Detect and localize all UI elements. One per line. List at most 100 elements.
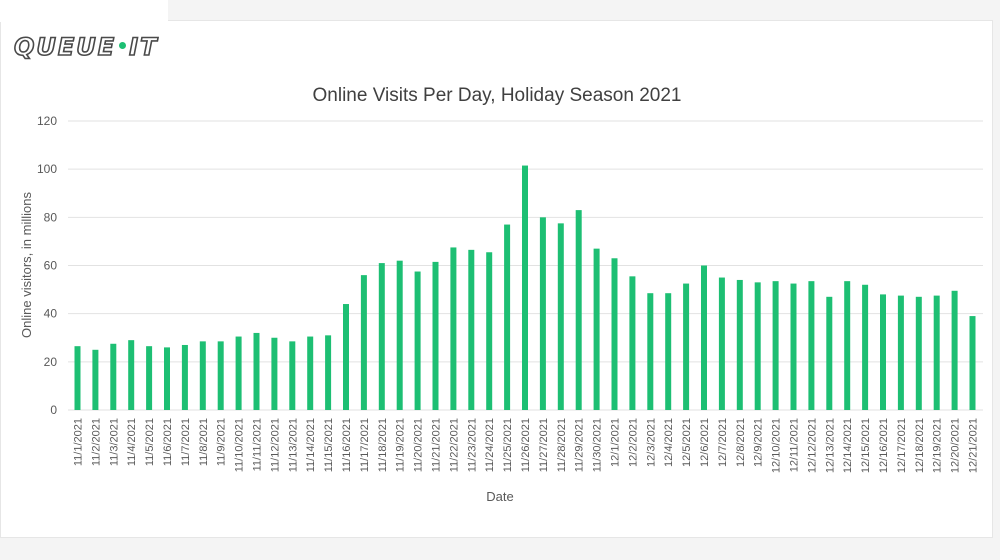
x-tick-label: 11/28/2021 — [556, 418, 568, 472]
y-tick-label: 60 — [44, 259, 58, 273]
bar — [181, 344, 188, 410]
bar — [772, 281, 779, 410]
bar — [826, 296, 833, 410]
x-tick-label: 12/7/2021 — [717, 418, 729, 467]
y-tick-label: 40 — [44, 307, 58, 321]
bar — [450, 247, 457, 410]
logo-dot-icon — [119, 41, 127, 49]
logo-text-right: IT — [128, 32, 159, 62]
x-tick-label: 12/8/2021 — [735, 418, 747, 467]
x-tick-label: 12/3/2021 — [645, 418, 657, 467]
bar — [378, 263, 385, 410]
y-tick-label: 20 — [44, 355, 58, 369]
bar — [396, 260, 403, 410]
x-tick-label: 11/30/2021 — [592, 418, 604, 472]
bar — [468, 249, 475, 410]
x-tick-label: 12/2/2021 — [627, 418, 639, 467]
x-tick-label: 11/12/2021 — [269, 418, 281, 472]
bar — [701, 265, 707, 410]
x-tick-label: 11/24/2021 — [484, 418, 496, 472]
bar — [307, 336, 314, 410]
bar — [933, 295, 940, 410]
x-tick-label: 12/1/2021 — [610, 418, 622, 467]
x-tick-label: 12/13/2021 — [824, 418, 836, 473]
bar — [110, 343, 117, 410]
bar — [128, 340, 135, 410]
bar — [235, 336, 242, 410]
bar — [880, 294, 886, 410]
bar — [504, 224, 511, 410]
bar — [969, 316, 976, 410]
bar — [862, 284, 869, 410]
x-tick-label: 12/4/2021 — [663, 418, 675, 467]
bar — [539, 217, 546, 410]
bar — [915, 296, 922, 410]
x-tick-label: 12/21/2021 — [968, 418, 980, 473]
x-tick-label: 11/15/2021 — [323, 418, 335, 472]
x-tick-label: 12/6/2021 — [699, 418, 711, 467]
bar — [343, 304, 349, 410]
logo-text-left: QUEUE — [13, 32, 117, 62]
chart-title: Online Visits Per Day, Holiday Season 20… — [313, 85, 682, 106]
x-tick-label: 11/29/2021 — [574, 418, 586, 472]
x-tick-label: 11/19/2021 — [395, 418, 407, 472]
bar — [432, 261, 439, 410]
x-tick-label: 11/26/2021 — [520, 418, 532, 472]
x-tick-label: 11/27/2021 — [538, 418, 550, 472]
y-tick-label: 120 — [37, 114, 57, 128]
bar — [808, 281, 815, 410]
chart-card — [0, 20, 993, 538]
bar — [199, 341, 206, 410]
bar — [217, 341, 224, 410]
bar — [289, 341, 296, 410]
bar — [844, 281, 851, 410]
y-tick-label: 100 — [37, 162, 57, 176]
bar — [414, 271, 421, 410]
bar — [271, 337, 278, 410]
bars — [74, 165, 976, 410]
bar — [718, 277, 725, 410]
bar — [629, 276, 636, 410]
bar — [665, 293, 672, 410]
x-tick-label: 11/17/2021 — [359, 418, 371, 472]
x-tick-label: 11/5/2021 — [144, 418, 156, 466]
bar — [164, 347, 170, 410]
x-tick-label: 11/7/2021 — [180, 418, 192, 466]
bar — [575, 210, 582, 410]
x-tick-label: 12/9/2021 — [753, 418, 765, 467]
queue-it-logo: QUEUE IT — [13, 32, 159, 62]
bar — [683, 283, 690, 410]
bar — [736, 279, 743, 410]
bar — [897, 295, 904, 410]
x-tick-label: 12/15/2021 — [860, 418, 872, 473]
x-tick-label: 11/22/2021 — [448, 418, 460, 472]
x-tick-label: 12/20/2021 — [950, 418, 962, 473]
x-tick-label: 11/13/2021 — [287, 418, 299, 472]
bar — [593, 248, 600, 410]
bar — [360, 275, 367, 410]
x-tick-label: 11/23/2021 — [466, 418, 478, 472]
x-tick-label: 11/14/2021 — [305, 418, 317, 472]
bar — [611, 258, 618, 410]
x-tick-label: 12/18/2021 — [914, 418, 926, 473]
x-tick-label: 12/19/2021 — [932, 418, 944, 473]
y-axis-ticks: 0 20 40 60 80 100 120 — [37, 114, 57, 417]
bar — [557, 223, 564, 410]
x-tick-label: 12/12/2021 — [806, 418, 818, 473]
x-tick-label: 11/4/2021 — [126, 418, 138, 466]
bar — [951, 290, 958, 410]
x-tick-label: 12/5/2021 — [681, 418, 693, 467]
x-tick-label: 11/18/2021 — [377, 418, 389, 472]
x-tick-label: 11/3/2021 — [108, 418, 120, 466]
x-tick-label: 11/16/2021 — [341, 418, 353, 472]
x-tick-label: 12/10/2021 — [771, 418, 783, 473]
x-tick-label: 12/17/2021 — [896, 418, 908, 473]
bar — [74, 346, 81, 410]
x-tick-label: 11/10/2021 — [234, 418, 246, 472]
x-tick-label: 12/16/2021 — [878, 418, 890, 473]
bar — [92, 349, 99, 410]
x-tick-label: 11/20/2021 — [413, 418, 425, 472]
x-tick-label: 11/1/2021 — [73, 418, 85, 466]
bar — [754, 282, 761, 410]
bar — [253, 332, 260, 410]
